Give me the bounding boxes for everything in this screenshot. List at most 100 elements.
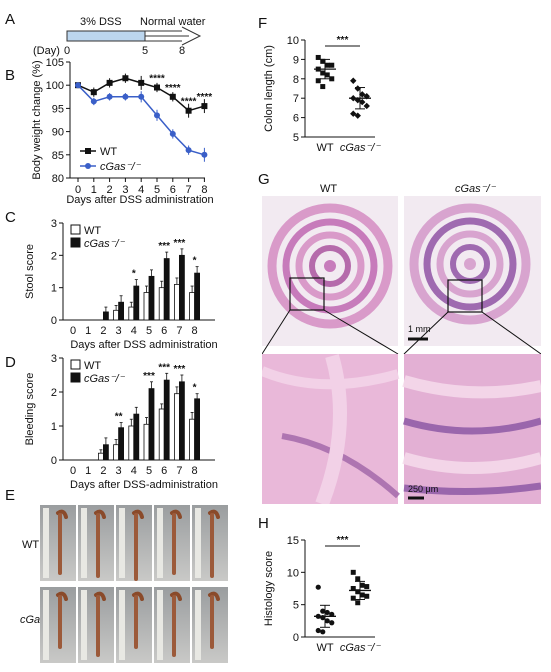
- ruler: [81, 508, 87, 578]
- x-tick-label: 1: [91, 184, 97, 196]
- bar-0: [143, 423, 150, 461]
- x-tick-label: WT: [316, 642, 333, 654]
- significance-label: **: [115, 412, 123, 423]
- bar-0: [158, 287, 165, 321]
- data-point: [320, 608, 326, 614]
- x-tick-label: 6: [161, 325, 167, 337]
- y-tick-label: 105: [46, 57, 64, 69]
- bar-1: [133, 413, 140, 461]
- significance-label: *: [132, 269, 136, 280]
- data-point: [364, 584, 370, 590]
- bar-0: [113, 309, 119, 321]
- data-point: [138, 79, 145, 86]
- x-tick-label: 0: [70, 465, 76, 477]
- ruler: [43, 508, 49, 578]
- significance-label: ***: [143, 371, 155, 382]
- x-tick-label: 7: [176, 325, 182, 337]
- x-axis-label: Days after DSS administration: [66, 194, 213, 206]
- cecum: [94, 509, 106, 519]
- dss-bar: [66, 30, 146, 42]
- ruler: [195, 590, 201, 660]
- x-tick-label: 6: [161, 465, 167, 477]
- x-axis-label: Days after DSS administration: [70, 339, 217, 351]
- dss-label: 3% DSS: [80, 16, 122, 28]
- x-tick-label: 2: [100, 465, 106, 477]
- data-point: [106, 79, 113, 86]
- cecum: [170, 591, 182, 601]
- x-tick-label: 6: [170, 184, 176, 196]
- y-tick-label: 10: [287, 567, 299, 579]
- x-tick-label: 2: [100, 325, 106, 337]
- bar-1: [133, 285, 140, 321]
- data-point: [320, 84, 326, 90]
- ruler: [119, 590, 125, 660]
- histology-score-chart: 0 5 10 15 Histology score WT cGas⁻/⁻ ***: [263, 535, 381, 654]
- timeline-tick-0: 0: [64, 45, 70, 57]
- bar-1: [118, 301, 124, 321]
- legend-swatch: [70, 237, 81, 248]
- ruler: [157, 590, 163, 660]
- significance-label: ****: [149, 74, 165, 85]
- data-point: [106, 93, 113, 100]
- y-axis-label: Histology score: [263, 551, 275, 626]
- day-label: (Day): [33, 45, 60, 57]
- y-tick-label: 10: [287, 35, 299, 47]
- significance-label: *: [193, 256, 197, 267]
- bar-1: [178, 381, 185, 461]
- data-point: [320, 58, 326, 64]
- y-tick-label: 15: [287, 535, 299, 547]
- data-point: [354, 112, 361, 119]
- colon-photo-grid: [40, 505, 230, 663]
- arrow-head: [181, 26, 202, 46]
- significance-label: ***: [174, 364, 186, 375]
- y-tick-label: 6: [293, 113, 299, 125]
- photo-row-label-wt: WT: [22, 539, 39, 551]
- cecum: [208, 591, 220, 601]
- data-point: [122, 93, 129, 100]
- data-point: [75, 82, 81, 89]
- y-axis-label: Stool score: [24, 244, 36, 299]
- y-tick-label: 3: [51, 218, 57, 230]
- panel-letter-e: E: [5, 487, 15, 504]
- x-tick-label: 5: [146, 325, 152, 337]
- x-tick-label: 5: [154, 184, 160, 196]
- y-tick-label: 0: [51, 315, 57, 327]
- data-point: [350, 569, 356, 575]
- panel-letter-b: B: [5, 67, 15, 84]
- x-tick-label: WT: [316, 142, 333, 154]
- data-point: [320, 70, 326, 76]
- data-point: [169, 93, 176, 100]
- bar-1: [148, 275, 155, 321]
- ruler: [157, 508, 163, 578]
- data-point: [122, 75, 129, 82]
- data-point: [201, 151, 208, 158]
- data-point: [315, 584, 321, 590]
- data-point: [354, 85, 361, 92]
- data-point: [324, 609, 330, 616]
- bar-1: [194, 398, 201, 461]
- x-tick-label: 7: [186, 184, 192, 196]
- data-point: [350, 110, 357, 117]
- y-tick-label: 0: [293, 632, 299, 644]
- bar-0: [189, 292, 196, 321]
- ruler: [81, 590, 87, 660]
- data-point: [169, 130, 176, 137]
- data-point: [329, 76, 335, 82]
- data-point: [185, 147, 192, 154]
- x-tick-label: 1: [85, 325, 91, 337]
- y-tick-label: 2: [51, 250, 57, 262]
- scale-label-250um: 250 μm: [408, 484, 438, 494]
- x-tick-label: 0: [70, 325, 76, 337]
- data-point: [185, 107, 192, 114]
- data-point: [315, 54, 321, 60]
- histology-images: 1 mm 250 μm: [260, 196, 543, 507]
- data-point: [359, 91, 366, 98]
- bar-1: [103, 444, 109, 461]
- x-tick-label: 4: [138, 184, 144, 196]
- y-tick-label: 5: [293, 132, 299, 144]
- y-axis-label: Body weight change (%): [31, 60, 43, 179]
- bar-1: [194, 272, 201, 321]
- legend-label: WT: [84, 225, 101, 237]
